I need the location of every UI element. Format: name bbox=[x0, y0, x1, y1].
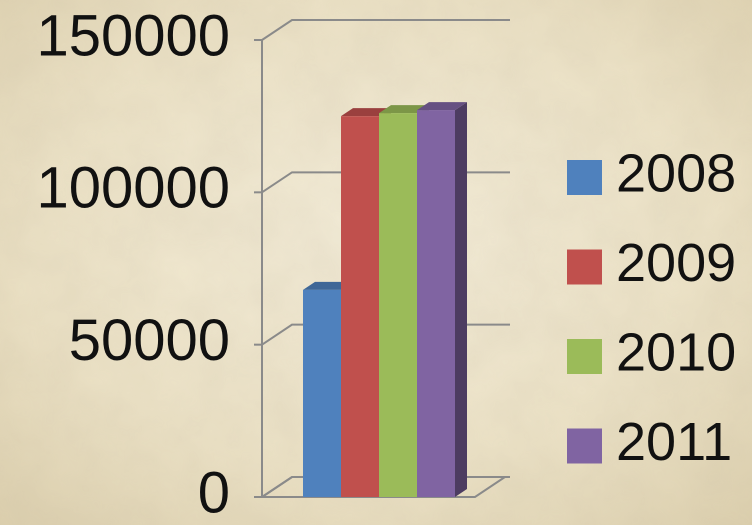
y-tick-label: 50000 bbox=[69, 308, 230, 373]
y-tick-label: 0 bbox=[198, 460, 230, 525]
bar-top bbox=[417, 102, 467, 111]
legend-swatch bbox=[567, 249, 602, 285]
grid-line bbox=[261, 19, 510, 41]
bar bbox=[417, 110, 455, 497]
legend-label: 2009 bbox=[616, 233, 736, 293]
y-tick-label: 100000 bbox=[36, 156, 230, 221]
y-tick-label: 150000 bbox=[36, 3, 230, 68]
legend-swatch bbox=[567, 428, 602, 464]
legend-label: 2010 bbox=[616, 322, 736, 382]
bar bbox=[303, 289, 341, 497]
bar-top bbox=[303, 281, 353, 290]
bar-top bbox=[379, 105, 429, 114]
bar-side bbox=[455, 102, 467, 497]
bar bbox=[379, 113, 417, 498]
legend-label: 2008 bbox=[616, 143, 736, 203]
legend-swatch bbox=[567, 160, 602, 195]
bar bbox=[341, 116, 379, 498]
plot: 0 50000 100000 150000 2008 2009 2010 2011 bbox=[36, 3, 736, 525]
legend-swatch bbox=[567, 339, 602, 374]
legend-label: 2011 bbox=[616, 412, 732, 472]
bar-top bbox=[341, 108, 391, 117]
